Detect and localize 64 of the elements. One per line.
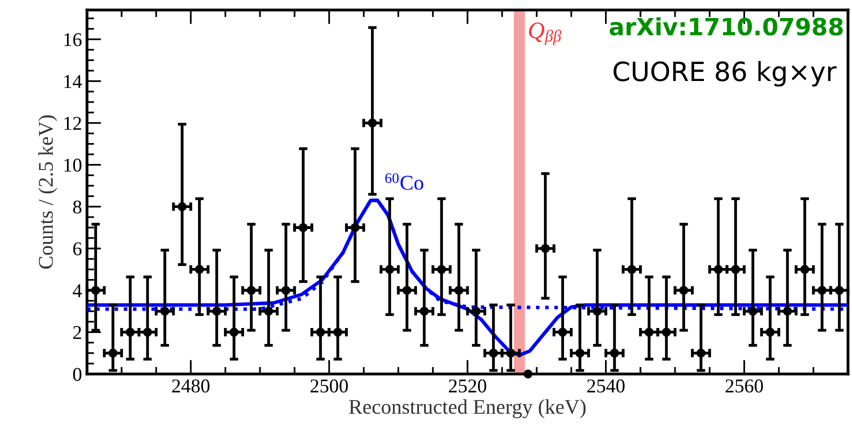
point [91,286,100,295]
point [333,328,342,337]
point [558,328,568,337]
point [454,286,464,295]
point [627,264,636,274]
y-tick-label: 14 [64,75,82,88]
annotation: arXiv:1710.07988 [610,17,843,36]
point [714,264,723,274]
x-tick-label: 2480 [172,379,210,393]
point [368,118,377,128]
point [437,264,446,274]
point [108,348,118,358]
point [298,223,308,232]
point [679,286,688,295]
point [230,328,239,337]
y-tick-label: 2 [73,326,82,339]
point [575,348,584,358]
y-tick-label: 4 [72,284,82,298]
point [766,328,775,337]
point [800,264,810,274]
point [402,286,412,295]
point [143,328,152,337]
x-axis-title: Reconstructed Energy (keV) [349,399,586,418]
annotation: $^{60}$Co [385,173,424,190]
point [610,348,620,358]
point [696,348,706,358]
point [506,348,516,358]
point [246,286,256,295]
point [350,223,360,232]
point [644,328,654,337]
point [592,306,602,316]
x-tick-label: 2520 [448,379,486,393]
point [524,370,533,378]
x-tick-label: 2500 [310,379,348,393]
point [264,306,274,316]
annotation: CUORE 86 kg×yr [614,60,837,86]
y-tick-label: 10 [64,158,82,172]
point [782,306,792,316]
y-tick-label: 12 [64,116,82,130]
x-tick-label: 2540 [587,379,625,393]
y-tick-label: 0 [73,368,82,381]
point [488,348,498,358]
point [316,328,325,337]
band-label: Q$_{ββ}$ [528,22,562,45]
y-axis-title: Counts / (2.5 keV) [38,115,58,269]
y-tick-label: 6 [73,242,82,256]
point [178,202,187,212]
point [540,244,550,253]
point [194,264,204,274]
x-tick-label: 2560 [726,379,763,393]
point [662,328,671,337]
point [281,286,290,295]
point [472,306,481,316]
point [818,286,827,295]
point [212,306,222,316]
point [385,264,394,274]
point [420,306,429,316]
y-tick-label: 16 [64,33,82,46]
y-tick-label: 8 [73,200,82,214]
point [731,264,740,274]
point [126,328,135,337]
point [834,286,844,295]
point [748,306,758,316]
point [160,306,170,316]
